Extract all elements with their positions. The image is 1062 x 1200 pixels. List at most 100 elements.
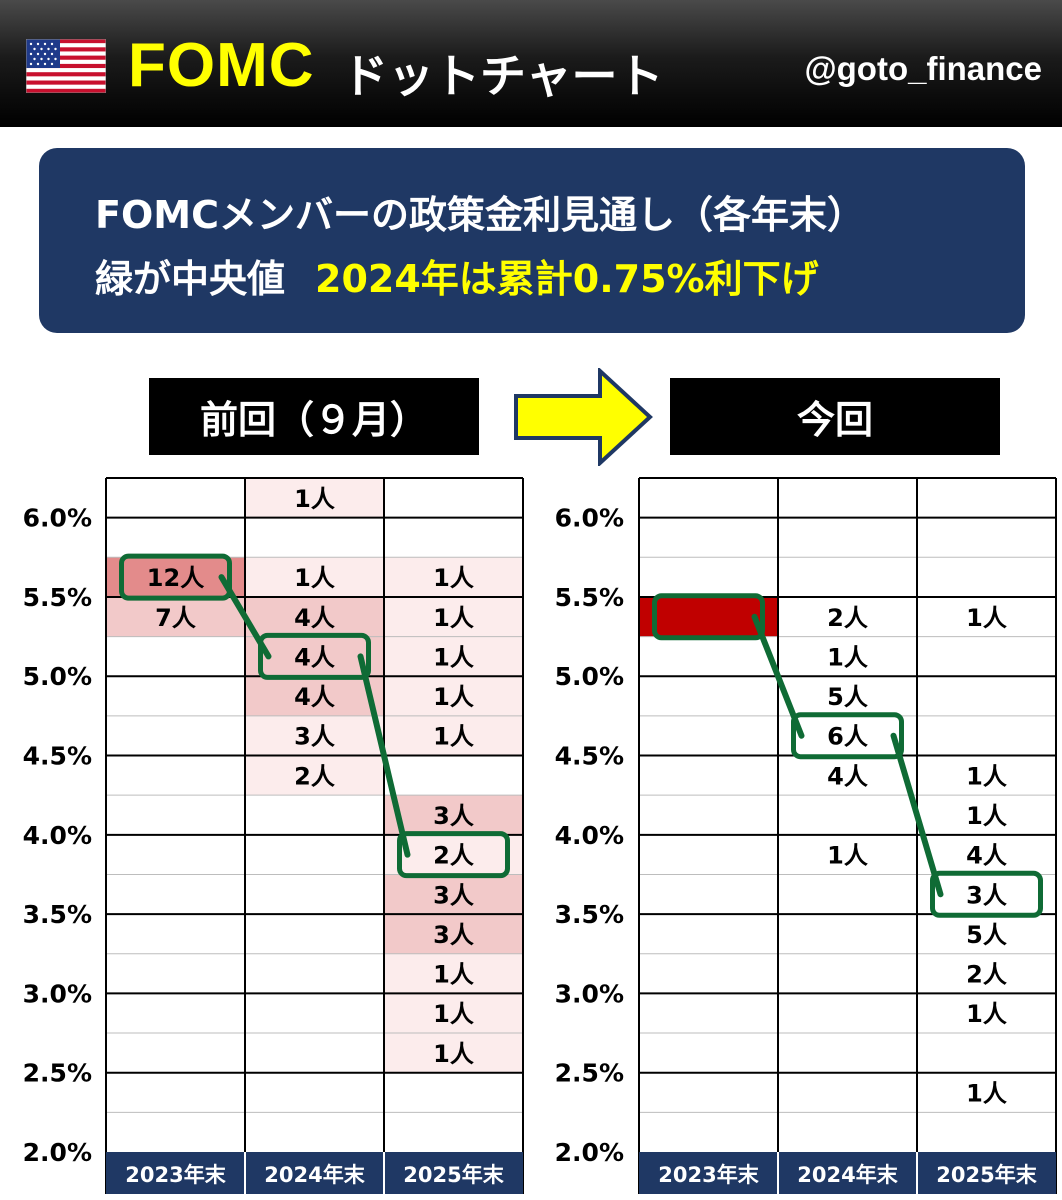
cell-fill-0-12 — [385, 676, 522, 716]
dot-count-label: 1人 — [966, 762, 1007, 790]
prev-panel-label: 前回（９月） — [149, 378, 479, 455]
y-tick-label: 3.0% — [23, 979, 92, 1008]
cell-fill-0-13 — [385, 715, 522, 756]
dot-count-label: 1人 — [966, 604, 1007, 632]
x-tick-label: 2023年末 — [658, 1163, 759, 1187]
cell-fill-0-2 — [246, 478, 383, 518]
dot-count-label: 3人 — [433, 881, 474, 909]
x-axis-strip — [639, 1152, 1056, 1194]
dot-count-label: 1人 — [433, 683, 474, 711]
dot-count-label: 12人 — [147, 564, 204, 592]
dot-count-label: 1人 — [433, 564, 474, 592]
cell-fill-0-6 — [246, 676, 383, 716]
dot-count-label: 1人 — [433, 643, 474, 671]
cell-fill-0-3 — [246, 557, 383, 597]
curr-panel-label: 今回 — [670, 378, 1000, 455]
right-arrow-icon — [514, 368, 653, 466]
x-tick-label: 2025年末 — [936, 1163, 1037, 1187]
y-tick-label: 3.0% — [555, 979, 624, 1008]
y-tick-label: 6.0% — [23, 504, 92, 533]
y-tick-label: 2.0% — [23, 1138, 92, 1167]
us-flag-icon — [26, 39, 106, 93]
cell-fill-0-10 — [385, 596, 522, 637]
median-box — [791, 712, 904, 760]
dot-count-label: 6人 — [827, 723, 868, 751]
dot-count-label: 4人 — [294, 604, 335, 632]
banner-line-2: 緑が中央値 2024年は累計0.75%利下げ — [95, 248, 819, 303]
y-tick-label: 2.5% — [555, 1059, 624, 1088]
y-tick-label: 5.0% — [555, 662, 624, 691]
banner-line-2-highlight: 2024年は累計0.75%利下げ — [315, 257, 819, 301]
median-connector — [890, 732, 944, 898]
dot-count-label: 1人 — [827, 643, 868, 671]
dot-count-label: 1人 — [966, 1080, 1007, 1108]
dot-count-label: 1人 — [433, 604, 474, 632]
dot-count-label: 3人 — [294, 723, 335, 751]
dot-count-label: 1人 — [433, 961, 474, 989]
dot-count-label: 1人 — [966, 1000, 1007, 1028]
summary-banner: FOMCメンバーの政策金利見通し（各年末） 緑が中央値 2024年は累計0.75%… — [39, 148, 1025, 333]
median-box — [652, 593, 765, 641]
median-box — [930, 870, 1043, 918]
dot-count-label: 3人 — [433, 802, 474, 830]
cell-fill-0-8 — [246, 755, 383, 796]
y-tick-label: 3.5% — [23, 900, 92, 929]
dot-count-label: 1人 — [433, 1000, 474, 1028]
y-tick-label: 2.5% — [23, 1059, 92, 1088]
cell-fill-0-4 — [246, 596, 383, 637]
dot-count-label: 2人 — [433, 842, 474, 870]
dot-count-label: 3人 — [433, 921, 474, 949]
header-title: FOMC — [128, 31, 315, 100]
x-tick-label: 2024年末 — [797, 1163, 898, 1187]
y-tick-label: 2.0% — [555, 1138, 624, 1167]
y-tick-label: 6.0% — [555, 504, 624, 533]
dot-count-label: 2人 — [294, 762, 335, 790]
dot-count-label: 4人 — [827, 762, 868, 790]
x-axis-strip — [106, 1152, 523, 1194]
cell-fill-0-14 — [385, 795, 522, 835]
dot-count-label: 1人 — [433, 1040, 474, 1068]
banner-line-2-prefix: 緑が中央値 — [95, 257, 286, 301]
cell-fill-0-17 — [385, 914, 522, 954]
y-tick-label: 5.5% — [555, 583, 624, 612]
cell-fill-0-20 — [385, 1033, 522, 1073]
dot-count-label: 2人 — [827, 604, 868, 632]
cell-fill-0-18 — [385, 953, 522, 994]
dot-count-label: 1人 — [433, 723, 474, 751]
median-connector — [357, 653, 411, 858]
cell-fill-0-7 — [246, 715, 383, 756]
y-tick-label: 5.5% — [23, 583, 92, 612]
y-tick-label: 4.5% — [23, 742, 92, 771]
y-tick-label: 4.0% — [23, 821, 92, 850]
median-box — [119, 553, 232, 601]
y-tick-label: 3.5% — [555, 900, 624, 929]
dot-count-label: 1人 — [827, 842, 868, 870]
header-handle: @goto_finance — [804, 50, 1042, 87]
median-box — [397, 831, 510, 879]
dot-count-label: 7人 — [155, 604, 196, 632]
header-subtitle: ドットチャート — [342, 49, 664, 103]
x-tick-label: 2023年末 — [125, 1163, 226, 1187]
y-tick-label: 4.0% — [555, 821, 624, 850]
dot-count-label: 1人 — [294, 564, 335, 592]
dot-count-label: 1人 — [294, 485, 335, 513]
dot-count-label: 5人 — [966, 921, 1007, 949]
dot-count-label: 4人 — [294, 643, 335, 671]
cell-fill-0-16 — [385, 874, 522, 915]
dot-count-label: 4人 — [966, 842, 1007, 870]
dot-count-label: 2人 — [966, 961, 1007, 989]
header-bar: FOMC ドットチャート @goto_finance — [0, 0, 1062, 127]
y-tick-label: 5.0% — [23, 662, 92, 691]
y-tick-label: 4.5% — [555, 742, 624, 771]
x-tick-label: 2024年末 — [264, 1163, 365, 1187]
median-box — [258, 632, 371, 680]
cell-fill-0-9 — [385, 557, 522, 597]
dot-count-label: 1人 — [966, 802, 1007, 830]
cell-fill-0-11 — [385, 636, 522, 677]
cell-fill-0-19 — [385, 993, 522, 1034]
x-tick-label: 2025年末 — [403, 1163, 504, 1187]
banner-line-1: FOMCメンバーの政策金利見通し（各年末） — [95, 193, 865, 237]
dot-count-label: 4人 — [294, 683, 335, 711]
cell-fill-0-1 — [107, 596, 244, 637]
